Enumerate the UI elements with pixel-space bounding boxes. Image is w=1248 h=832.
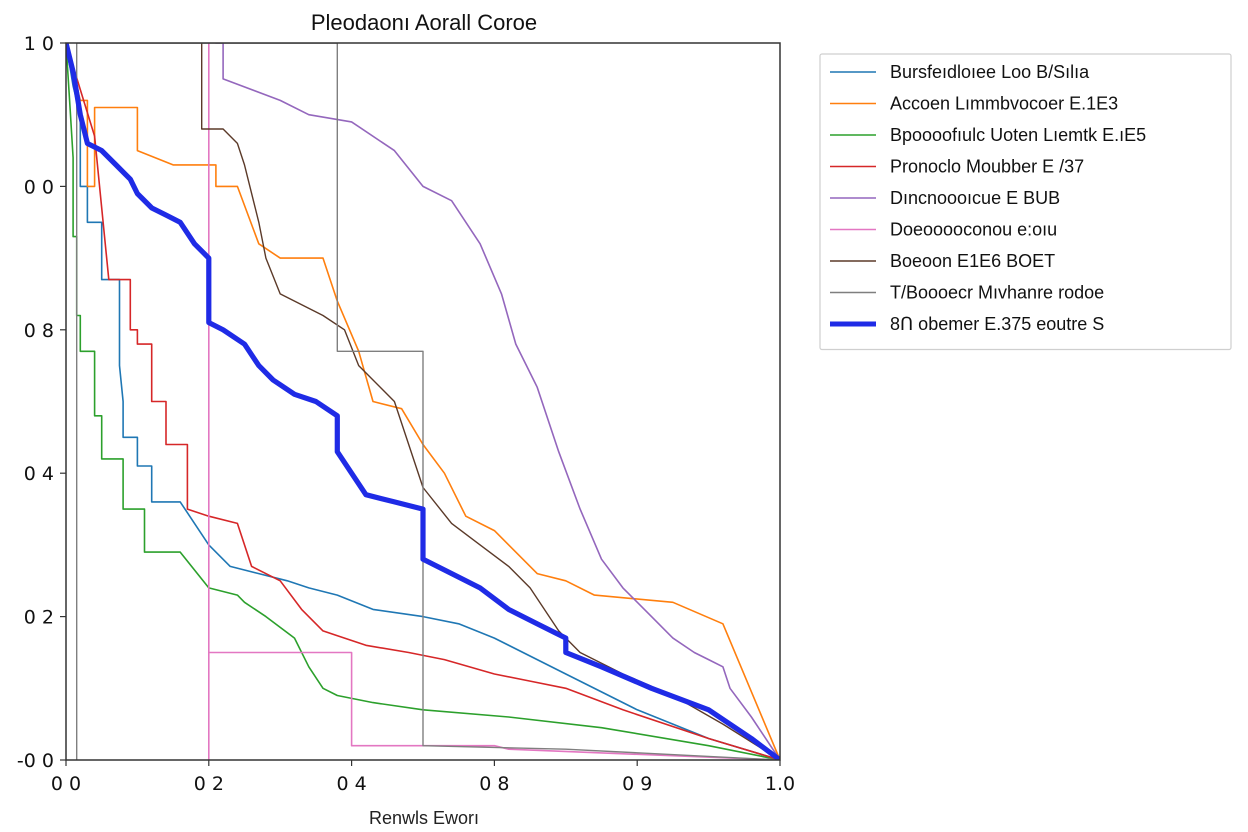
series-line-4 <box>66 43 780 760</box>
series-line-7 <box>201 43 780 760</box>
x-tick-label: 0 9 <box>622 773 652 795</box>
y-tick-label: 0 8 <box>24 320 54 342</box>
series-layer <box>66 43 780 760</box>
series-line-8 <box>76 43 780 760</box>
legend-label-2: Accoen Lımmbvocoer E.1E3 <box>890 94 1118 114</box>
legend-label-9: 8Ո obemer E.375 eoutre S <box>890 314 1104 334</box>
legend: Bursfeıdloıee Loo B/Sılıa Accoen Lımmbvoc… <box>819 53 1232 351</box>
legend-label-8: T/Boooecr Mıvhanre rodoe <box>890 283 1104 303</box>
series-line-5 <box>215 43 780 760</box>
y-tick-label: 0 4 <box>24 463 54 485</box>
chart-title: Pleodaonı Aorall Coroe <box>311 10 537 35</box>
x-tick-label: 0 0 <box>51 773 81 795</box>
x-axis-label: Renwls Eworı <box>369 808 479 828</box>
y-tick-label: 0 0 <box>24 176 54 198</box>
y-tick-label: 1 0 <box>24 33 54 55</box>
legend-label-1: Bursfeıdloıee Loo B/Sılıa <box>890 62 1090 82</box>
x-tick-label: 0 8 <box>479 773 509 795</box>
y-tick-label: 0 2 <box>24 607 54 629</box>
x-tick-label: 0 4 <box>336 773 366 795</box>
legend-label-5: Dıncnoooıcue E BUB <box>890 188 1060 208</box>
series-line-6 <box>208 43 780 760</box>
x-tick-label: 1.0 <box>765 773 795 795</box>
plot-frame <box>65 42 781 761</box>
legend-label-6: Doeooooconou e:oıu <box>890 220 1057 240</box>
ticks-layer: 0 0 0 2 0 4 0 8 0 9 1.0 -0 0 0 2 0 4 0 8 0 0 1 0 <box>17 33 795 795</box>
legend-label-3: Bpoooofıulc Uoten Lıemtk E.ıE5 <box>890 125 1146 145</box>
legend-label-7: Boeoon E1E6 BOET <box>890 251 1055 271</box>
x-tick-label: 0 2 <box>194 773 224 795</box>
series-line-9 <box>66 43 780 760</box>
y-tick-label: -0 0 <box>17 750 54 772</box>
legend-box <box>819 53 1232 351</box>
legend-label-4: Pronoclo Moubber E /37 <box>890 157 1084 177</box>
series-line-1 <box>66 43 780 760</box>
